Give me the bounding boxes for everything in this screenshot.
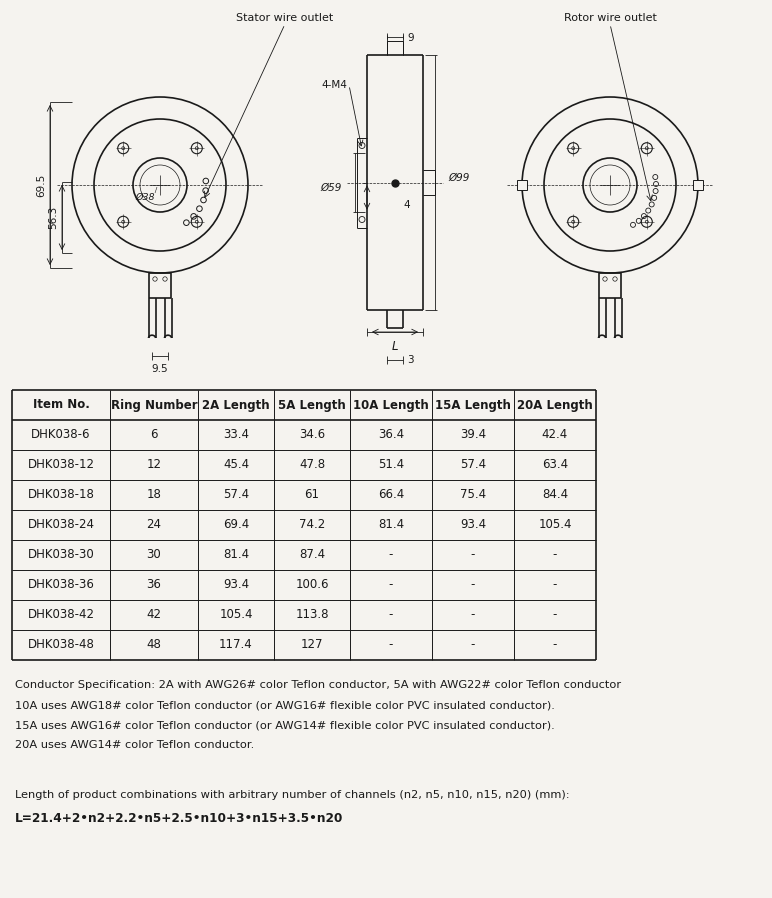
Text: -: - bbox=[553, 578, 557, 592]
Text: Ring Number: Ring Number bbox=[110, 399, 198, 411]
Text: -: - bbox=[471, 609, 476, 621]
Text: 57.4: 57.4 bbox=[223, 489, 249, 501]
Text: DHK038-18: DHK038-18 bbox=[28, 489, 94, 501]
Text: L=21.4+2•n2+2.2•n5+2.5•n10+3•n15+3.5•n20: L=21.4+2•n2+2.2•n5+2.5•n10+3•n15+3.5•n20 bbox=[15, 812, 344, 825]
Text: 57.4: 57.4 bbox=[460, 459, 486, 471]
Text: 56.3: 56.3 bbox=[48, 206, 58, 229]
Text: 127: 127 bbox=[301, 638, 323, 652]
Text: 36.4: 36.4 bbox=[378, 428, 404, 442]
Text: 12: 12 bbox=[147, 459, 161, 471]
Text: 10A uses AWG18# color Teflon conductor (or AWG16# flexible color PVC insulated c: 10A uses AWG18# color Teflon conductor (… bbox=[15, 700, 555, 710]
Bar bbox=[517, 180, 527, 190]
Text: 74.2: 74.2 bbox=[299, 518, 325, 532]
Text: 66.4: 66.4 bbox=[378, 489, 404, 501]
Text: L: L bbox=[391, 340, 398, 353]
Text: Rotor wire outlet: Rotor wire outlet bbox=[564, 13, 656, 23]
Text: 15A uses AWG16# color Teflon conductor (or AWG14# flexible color PVC insulated c: 15A uses AWG16# color Teflon conductor (… bbox=[15, 720, 555, 730]
Text: -: - bbox=[389, 638, 393, 652]
Text: 105.4: 105.4 bbox=[538, 518, 572, 532]
Text: 20A Length: 20A Length bbox=[517, 399, 593, 411]
Text: 93.4: 93.4 bbox=[460, 518, 486, 532]
Text: Ø99: Ø99 bbox=[448, 172, 469, 182]
Text: Conductor Specification: 2A with AWG26# color Teflon conductor, 5A with AWG22# c: Conductor Specification: 2A with AWG26# … bbox=[15, 680, 621, 690]
Text: 93.4: 93.4 bbox=[223, 578, 249, 592]
Text: 2A Length: 2A Length bbox=[202, 399, 269, 411]
Text: 69.5: 69.5 bbox=[36, 173, 46, 197]
Text: 42.4: 42.4 bbox=[542, 428, 568, 442]
Text: 18: 18 bbox=[147, 489, 161, 501]
Text: 9: 9 bbox=[407, 33, 414, 43]
Text: Ø38: Ø38 bbox=[136, 192, 155, 201]
Text: 15A Length: 15A Length bbox=[435, 399, 511, 411]
Text: -: - bbox=[389, 578, 393, 592]
Text: 36: 36 bbox=[147, 578, 161, 592]
Text: 45.4: 45.4 bbox=[223, 459, 249, 471]
Text: 6: 6 bbox=[151, 428, 157, 442]
Text: DHK038-42: DHK038-42 bbox=[28, 609, 94, 621]
Text: 4: 4 bbox=[403, 199, 410, 209]
Text: Stator wire outlet: Stator wire outlet bbox=[236, 13, 334, 23]
Text: 24: 24 bbox=[147, 518, 161, 532]
Text: 9.5: 9.5 bbox=[151, 364, 168, 374]
Text: 63.4: 63.4 bbox=[542, 459, 568, 471]
Text: 100.6: 100.6 bbox=[295, 578, 329, 592]
Text: -: - bbox=[553, 549, 557, 561]
Text: 69.4: 69.4 bbox=[223, 518, 249, 532]
Text: 34.6: 34.6 bbox=[299, 428, 325, 442]
Text: -: - bbox=[471, 549, 476, 561]
Text: 113.8: 113.8 bbox=[295, 609, 329, 621]
Text: 10A Length: 10A Length bbox=[353, 399, 429, 411]
Text: DHK038-36: DHK038-36 bbox=[28, 578, 94, 592]
Text: -: - bbox=[553, 609, 557, 621]
Text: -: - bbox=[471, 578, 476, 592]
Text: -: - bbox=[553, 638, 557, 652]
Text: 20A uses AWG14# color Teflon conductor.: 20A uses AWG14# color Teflon conductor. bbox=[15, 740, 254, 750]
Text: DHK038-48: DHK038-48 bbox=[28, 638, 94, 652]
Text: DHK038-24: DHK038-24 bbox=[28, 518, 94, 532]
Text: -: - bbox=[471, 638, 476, 652]
Text: -: - bbox=[389, 609, 393, 621]
Text: DHK038-6: DHK038-6 bbox=[31, 428, 91, 442]
Text: 33.4: 33.4 bbox=[223, 428, 249, 442]
Text: 117.4: 117.4 bbox=[219, 638, 253, 652]
Text: 81.4: 81.4 bbox=[378, 518, 404, 532]
Text: 61: 61 bbox=[304, 489, 320, 501]
Text: DHK038-12: DHK038-12 bbox=[28, 459, 94, 471]
Text: 87.4: 87.4 bbox=[299, 549, 325, 561]
Text: 42: 42 bbox=[147, 609, 161, 621]
Text: -: - bbox=[389, 549, 393, 561]
Text: 84.4: 84.4 bbox=[542, 489, 568, 501]
Text: 5A Length: 5A Length bbox=[278, 399, 346, 411]
Text: Length of product combinations with arbitrary number of channels (n2, n5, n10, n: Length of product combinations with arbi… bbox=[15, 790, 570, 800]
Text: 51.4: 51.4 bbox=[378, 459, 404, 471]
Text: 3: 3 bbox=[407, 355, 414, 365]
Text: 75.4: 75.4 bbox=[460, 489, 486, 501]
Text: 47.8: 47.8 bbox=[299, 459, 325, 471]
Text: 4-M4: 4-M4 bbox=[321, 80, 347, 90]
Text: 48: 48 bbox=[147, 638, 161, 652]
Text: 30: 30 bbox=[147, 549, 161, 561]
Text: DHK038-30: DHK038-30 bbox=[28, 549, 94, 561]
Text: 105.4: 105.4 bbox=[219, 609, 252, 621]
Bar bbox=[693, 180, 703, 190]
Text: Ø59: Ø59 bbox=[320, 182, 342, 192]
Text: 81.4: 81.4 bbox=[223, 549, 249, 561]
Text: 39.4: 39.4 bbox=[460, 428, 486, 442]
Text: Item No.: Item No. bbox=[32, 399, 90, 411]
